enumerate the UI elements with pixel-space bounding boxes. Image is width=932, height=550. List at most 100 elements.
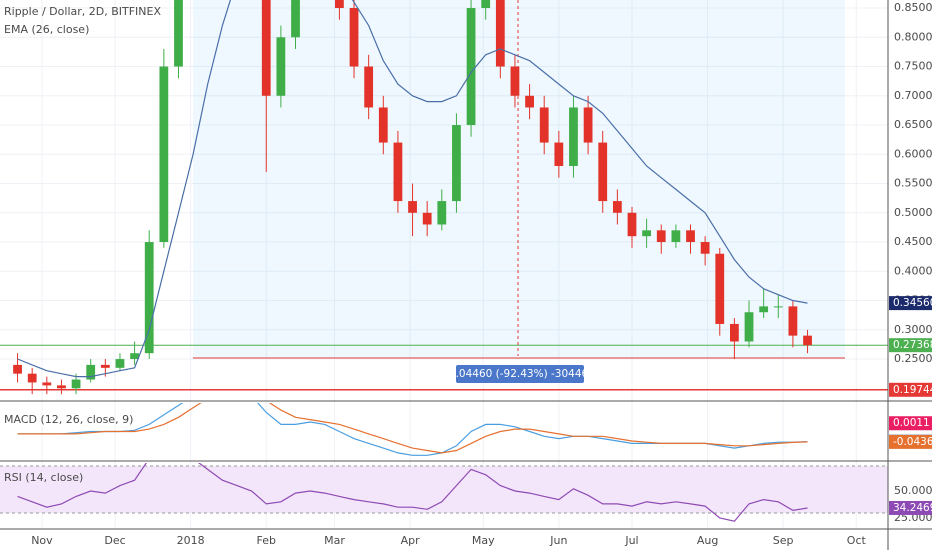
candle-body [261,0,271,96]
candle-body [744,312,754,342]
candle-body [115,359,125,368]
candle-body [466,8,476,126]
price-badge [889,338,932,353]
candle-body [130,353,139,360]
grid [0,0,888,528]
candle-body [525,95,534,108]
rsi-band [0,466,888,513]
candle-body [437,201,447,225]
x-tick-label: Feb [257,534,276,547]
candle-body [598,142,608,202]
candle-body [159,66,169,243]
candle-body [349,8,359,67]
candle-body [803,335,812,346]
measure-label: -3.04460 (-92.43%) -304460 [445,368,595,380]
measure-label-bg [456,365,584,383]
x-tick-label: Aug [697,534,718,547]
candle-body [378,107,388,143]
x-tick-label: Mar [324,534,345,547]
ema [17,0,808,378]
measure-box [193,0,845,358]
candle-body [627,212,637,237]
series-line [17,0,808,378]
candle-body [408,201,417,213]
candle-body [554,142,564,166]
candle-body [495,0,505,67]
candle-body [642,230,652,237]
candle-body [291,0,300,38]
x-tick-label: Sep [773,534,794,547]
candle-body [13,364,22,374]
candle-body [510,66,520,96]
price-badge-label: 0.0011 [893,417,930,429]
price-badge [889,416,932,431]
chart-title: Ripple / Dollar, 2D, BITFINEX [4,5,161,18]
candle-body [57,385,66,389]
x-tick-label: Nov [31,534,53,547]
candle-body [539,107,549,143]
candle-body [364,66,374,108]
candle-body [583,107,593,143]
candle-body [393,142,403,202]
x-tick-label: Apr [401,534,421,547]
candle-body [715,253,725,324]
series-line [17,463,808,522]
price-badge-label: 0.27368 [893,339,932,351]
candle-body [569,107,578,166]
candle-body [686,230,695,243]
candle-body [276,37,286,96]
candle-body [86,364,96,380]
series-line [17,403,808,454]
candle-body [773,306,783,308]
candle-body [612,201,622,213]
candle-body [174,0,183,67]
price-badge-label: 34.2469 [893,502,932,514]
x-tick-label: Oct [847,534,867,547]
candle-body [452,125,461,202]
candle-body [100,364,110,368]
marks [0,0,888,522]
price-badge-label: 0.19744 [893,384,932,396]
candle-body [422,212,432,225]
price-badge [889,500,932,515]
candle-body [481,0,491,9]
candle-body [42,382,52,386]
price-badge [889,434,932,449]
candle-body [144,242,154,354]
price-badge [889,296,932,311]
candle-body [759,306,769,313]
rsi [17,463,808,522]
price-badge-label: 0.34560 [893,297,932,309]
x-tick-label: Jul [624,534,638,547]
x-tick-label: 2018 [177,534,205,547]
candle-body [27,373,37,383]
x-tick-label: May [472,534,495,547]
candle-body [656,230,666,243]
candle-body [335,0,344,9]
candles [13,0,812,395]
candle-body [730,323,739,342]
macd [17,403,808,456]
rsi-title: RSI (14, close) [4,471,83,484]
x-tick-label: Dec [104,534,125,547]
macd-title: MACD (12, 26, close, 9) [4,413,133,426]
candle-body [671,230,681,243]
legend-entry: EMA (26, close) [4,23,89,36]
price-badge [889,382,932,397]
labels: Nov Dec 2018 Feb Mar Apr May Jun Jul Aug Sep Oct 0.8… [31,1,932,547]
